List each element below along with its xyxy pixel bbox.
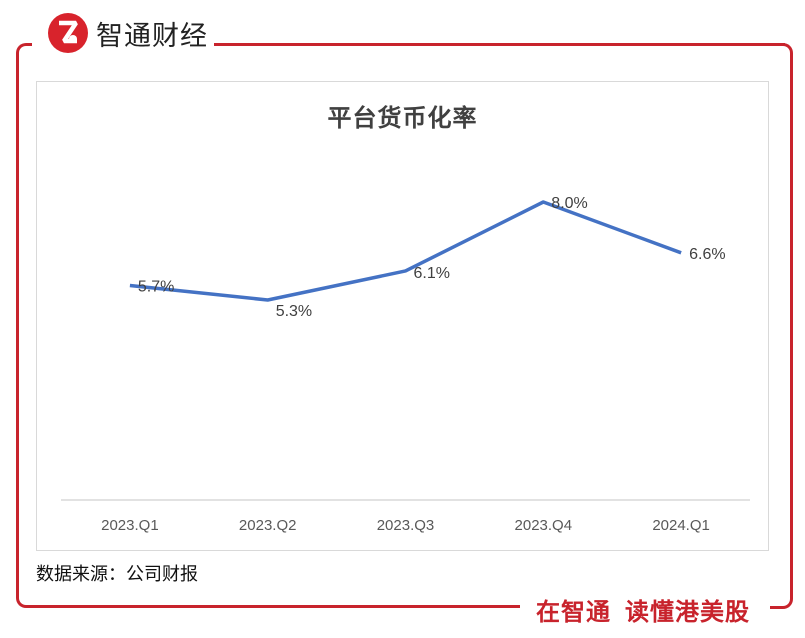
x-axis-tick-label: 2023.Q2 — [239, 517, 297, 534]
chart-title: 平台货币化率 — [327, 104, 478, 132]
frame-right-border — [770, 43, 793, 609]
series-line — [129, 200, 682, 302]
slogan-part2: 读懂港美股 — [625, 598, 750, 626]
brand-name: 智通财经 — [96, 20, 208, 52]
data-label: 5.7% — [138, 278, 174, 295]
brand-logo: 智通财经 — [48, 13, 214, 53]
data-label: 8.0% — [551, 195, 587, 212]
data-source: 数据来源：公司财报 — [36, 564, 198, 585]
chart-container: 平台货币化率 5.7% 5.3% 6.1% 8.0% 6.6% 2023.Q1 2023.Q… — [36, 81, 769, 551]
x-axis-tick-label: 2023.Q3 — [377, 517, 435, 534]
x-axis-tick-label: 2023.Q1 — [101, 517, 159, 534]
frame-bottom-border — [30, 605, 520, 608]
frame-top-border — [210, 43, 785, 46]
data-label: 5.3% — [276, 303, 312, 320]
x-axis-tick-label: 2024.Q1 — [652, 517, 710, 534]
data-label: 6.6% — [689, 246, 725, 263]
brand-slogan: 在智通 读懂港美股 — [532, 592, 754, 627]
frame-left-border — [16, 43, 32, 608]
x-axis-tick-label: 2023.Q4 — [515, 517, 573, 534]
line-chart: 5.7% 5.3% 6.1% 8.0% 6.6% 2023.Q1 2023.Q2 2023.Q… — [61, 195, 750, 534]
brand-logo-icon — [48, 13, 88, 53]
data-label: 6.1% — [414, 265, 450, 282]
slogan-part1: 在智通 — [536, 598, 611, 626]
